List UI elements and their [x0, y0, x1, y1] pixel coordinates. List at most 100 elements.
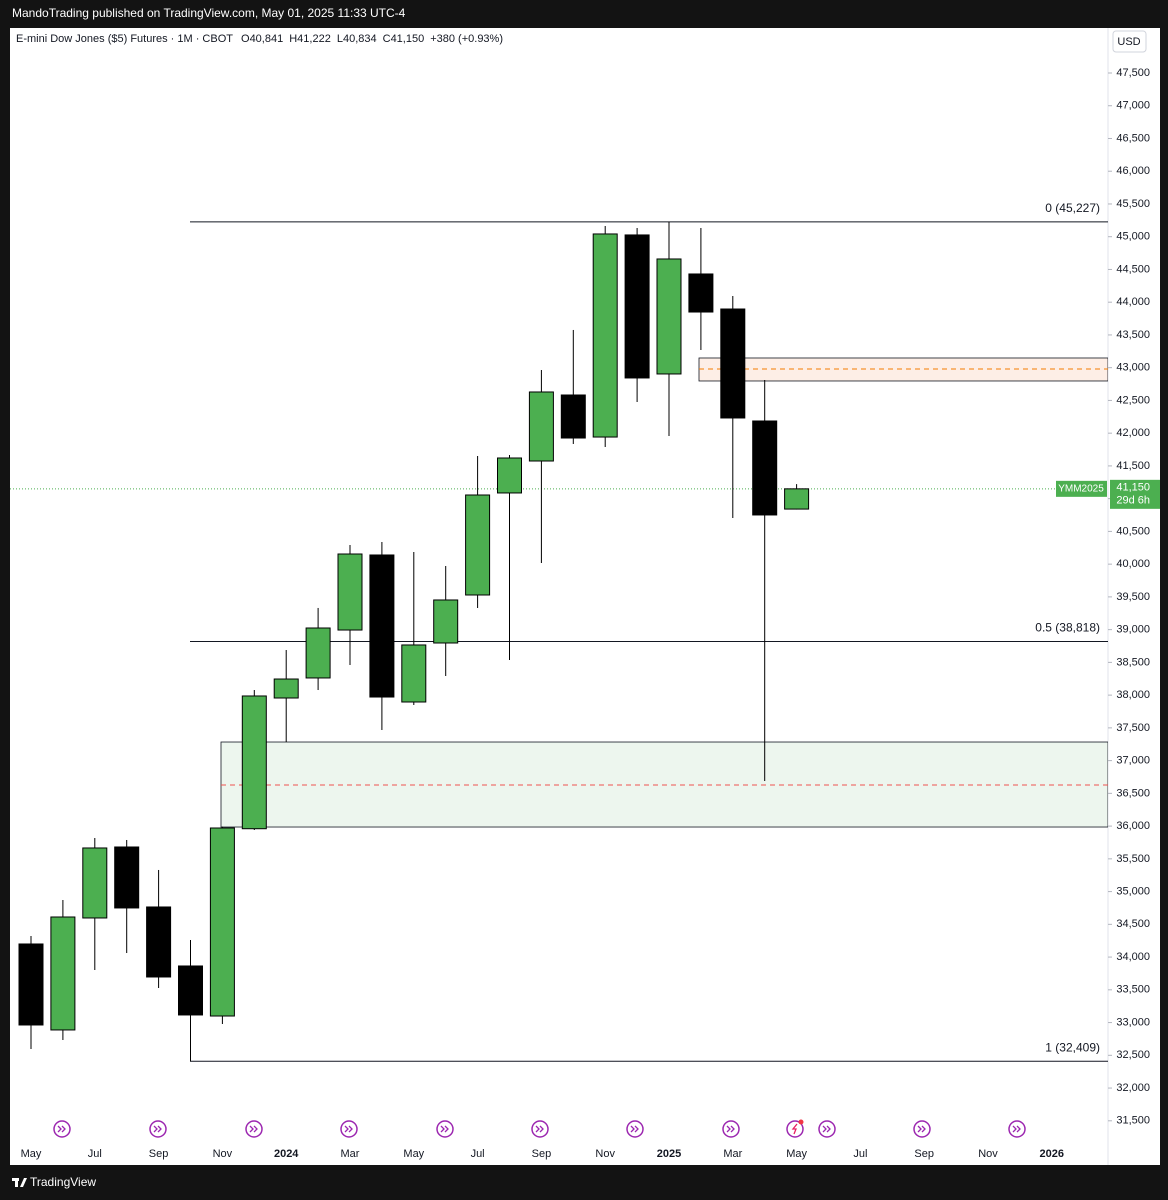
- event-icon: [626, 1120, 644, 1138]
- event-glyph: [726, 1125, 735, 1133]
- y-tick-label: 47,500: [1116, 67, 1150, 79]
- ohlc-value: 40,834: [343, 33, 377, 45]
- event-glyph: [535, 1125, 544, 1133]
- y-tick-label: 38,000: [1116, 689, 1150, 701]
- x-tick-label: May: [786, 1148, 807, 1160]
- fib-label: 1 (32,409): [1045, 1040, 1100, 1054]
- candle-body: [784, 488, 810, 510]
- y-tick-label: 42,000: [1116, 427, 1150, 439]
- x-tick-label: Nov: [213, 1148, 233, 1160]
- candle-body: [209, 827, 235, 1017]
- event-icon: [149, 1120, 167, 1138]
- plot: 0 (45,227) 0.5 (38,818) 1 (32,409) May Jul Se…: [10, 201, 1108, 1160]
- candle-body: [114, 846, 140, 909]
- candle-body: [528, 391, 554, 462]
- x-tick-label: 2024: [274, 1148, 299, 1160]
- candle-body: [560, 394, 586, 439]
- event-icon: [1008, 1120, 1026, 1138]
- brand: TradingView: [30, 1175, 96, 1189]
- ohlc-key: O: [241, 33, 250, 45]
- candle-body: [82, 847, 108, 919]
- candle-body: [401, 644, 427, 703]
- y-tick-label: 38,500: [1116, 656, 1150, 668]
- y-tick-label: 35,500: [1116, 853, 1150, 865]
- y-tick-label: 37,000: [1116, 755, 1150, 767]
- currency[interactable]: USD: [1117, 36, 1140, 48]
- event-glyph: [153, 1125, 162, 1133]
- y-tick-label: 34,500: [1116, 918, 1150, 930]
- candle-body: [178, 965, 203, 1016]
- x-tick-label: Jul: [853, 1148, 867, 1160]
- symbol-tag-label: YMM2025: [1058, 483, 1104, 494]
- y-tick-label: 35,000: [1116, 885, 1150, 897]
- y-tick-label: 33,000: [1116, 1016, 1150, 1028]
- fib-label: 0.5 (38,818): [1035, 621, 1100, 635]
- event-glyph: [630, 1125, 639, 1133]
- y-tick-label: 44,000: [1116, 296, 1150, 308]
- x-tick-label: Sep: [532, 1148, 552, 1160]
- x-tick-label: Mar: [723, 1148, 742, 1160]
- ohlc-value: 40,841: [250, 33, 284, 45]
- y-tick-label: 46,000: [1116, 165, 1150, 177]
- y-tick-label: 44,500: [1116, 263, 1150, 275]
- event-glyph: [440, 1125, 449, 1133]
- y-tick-label: 39,500: [1116, 591, 1150, 603]
- price-tag-label: 41,150: [1116, 482, 1150, 494]
- countdown: 29d 6h: [1116, 495, 1150, 507]
- candle-body: [592, 233, 618, 438]
- x-tick-label: Sep: [149, 1148, 169, 1160]
- y-tick-label: 45,500: [1116, 198, 1150, 210]
- event-icon: [340, 1120, 358, 1138]
- y-tick-label: 46,500: [1116, 132, 1150, 144]
- event-glyph: [57, 1125, 66, 1133]
- x-tick-label: Nov: [595, 1148, 615, 1160]
- y-tick-label: 33,500: [1116, 984, 1150, 996]
- ohlc-value: 41,150: [391, 33, 425, 45]
- candle-body: [146, 906, 172, 978]
- y-tick-label: 41,500: [1116, 460, 1150, 472]
- ohlc-value: 41,222: [297, 33, 331, 45]
- y-tick-label: 39,000: [1116, 624, 1150, 636]
- zone: [698, 357, 1108, 382]
- candle-body: [688, 273, 714, 313]
- event-dot: [798, 1119, 804, 1125]
- y-tick-label: 40,500: [1116, 525, 1150, 537]
- candle-body: [241, 695, 267, 830]
- event-icon: [245, 1120, 263, 1138]
- candle-body: [273, 678, 299, 699]
- symbol-title: E-mini Dow Jones ($5) Futures · 1M · CBO…: [16, 33, 233, 45]
- y-tick-label: 32,000: [1116, 1082, 1150, 1094]
- y-tick-label: 43,500: [1116, 329, 1150, 341]
- y-tick-label: 45,000: [1116, 231, 1150, 243]
- event-glyph: [791, 1123, 798, 1135]
- candle-body: [497, 457, 522, 494]
- x-tick-label: Nov: [978, 1148, 998, 1160]
- event-glyph: [249, 1125, 258, 1133]
- y-tick-label: 40,000: [1116, 558, 1150, 570]
- event-glyph: [822, 1125, 831, 1133]
- candle-body: [433, 599, 459, 644]
- y-tick-label: 36,500: [1116, 787, 1150, 799]
- x-tick-label: May: [21, 1148, 42, 1160]
- overlay: E-mini Dow Jones ($5) Futures · 1M · CBO…: [16, 33, 1160, 1127]
- symbol-tag: [1056, 480, 1107, 497]
- x-tick-label: Jul: [88, 1148, 102, 1160]
- candle-body: [656, 258, 682, 375]
- event-glyph: [917, 1125, 926, 1133]
- event-icon: [53, 1120, 71, 1138]
- candle-body: [50, 916, 76, 1031]
- x-tick-label: Sep: [914, 1148, 934, 1160]
- ohlc-key: H: [289, 33, 297, 45]
- candle-body: [337, 553, 363, 631]
- x-tick-label: Jul: [471, 1148, 485, 1160]
- candle-body: [369, 554, 395, 698]
- event-glyph: [344, 1125, 353, 1133]
- ohlc-key: C: [383, 33, 391, 45]
- event-icon: [722, 1120, 740, 1138]
- candle-body: [624, 234, 650, 379]
- currency-button[interactable]: [1112, 30, 1147, 53]
- y-tick-label: 34,000: [1116, 951, 1150, 963]
- candle-body: [18, 943, 44, 1026]
- candle-body: [305, 627, 331, 679]
